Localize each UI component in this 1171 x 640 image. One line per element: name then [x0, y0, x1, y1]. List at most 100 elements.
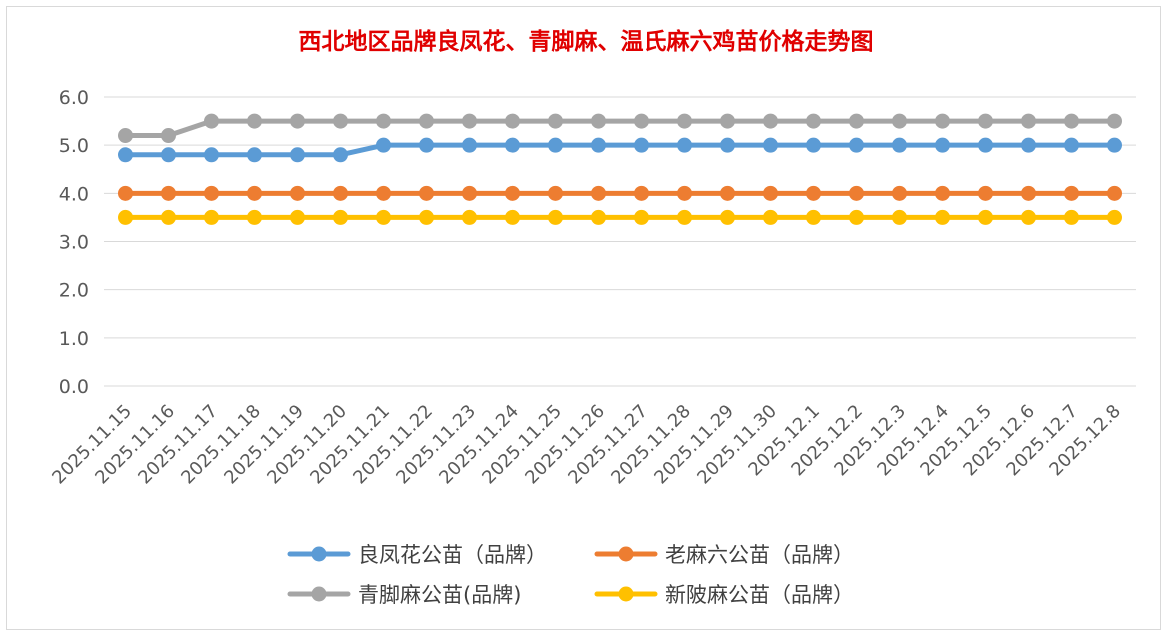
data-point	[677, 209, 692, 225]
data-point	[204, 113, 219, 129]
data-point	[763, 185, 778, 201]
data-point	[161, 128, 176, 144]
data-point	[161, 185, 176, 201]
data-point	[204, 147, 219, 163]
series-2	[118, 113, 1122, 144]
data-point	[720, 185, 735, 201]
data-point	[935, 185, 950, 201]
y-tick-label: 0.0	[59, 376, 89, 398]
data-point	[849, 113, 864, 129]
y-tick-label: 6.0	[59, 87, 89, 109]
data-point	[1064, 113, 1079, 129]
legend-item: 良凤花公苗（品牌）	[287, 543, 547, 567]
data-point	[591, 137, 606, 153]
legend-label: 青脚麻公苗(品牌)	[358, 583, 521, 607]
legend-swatch-marker	[618, 586, 634, 602]
data-point	[849, 137, 864, 153]
data-point	[892, 185, 907, 201]
data-point	[978, 185, 993, 201]
data-point	[1021, 113, 1036, 129]
legend-item: 青脚麻公苗(品牌)	[287, 583, 521, 607]
series-1	[118, 185, 1122, 201]
data-point	[1107, 209, 1122, 225]
data-point	[892, 113, 907, 129]
data-point	[548, 185, 563, 201]
data-point	[419, 185, 434, 201]
data-point	[419, 113, 434, 129]
data-point	[591, 113, 606, 129]
data-point	[935, 113, 950, 129]
series-0	[118, 137, 1122, 163]
data-point	[720, 137, 735, 153]
data-point	[204, 185, 219, 201]
data-point	[935, 209, 950, 225]
data-point	[720, 113, 735, 129]
data-point	[634, 209, 649, 225]
series-line	[123, 118, 1117, 139]
y-tick-label: 5.0	[59, 135, 89, 157]
data-point	[720, 209, 735, 225]
data-point	[505, 113, 520, 129]
data-point	[462, 113, 477, 129]
data-point	[763, 209, 778, 225]
data-point	[806, 209, 821, 225]
data-point	[892, 209, 907, 225]
data-point	[634, 137, 649, 153]
data-point	[290, 147, 305, 163]
legend-item: 新陂麻公苗（品牌）	[594, 583, 854, 607]
data-point	[247, 185, 262, 201]
data-point	[376, 137, 391, 153]
data-point	[505, 137, 520, 153]
data-point	[333, 185, 348, 201]
data-point	[1107, 137, 1122, 153]
data-point	[333, 209, 348, 225]
legend-label: 良凤花公苗（品牌）	[358, 543, 547, 567]
series-layer	[118, 113, 1122, 225]
data-point	[548, 137, 563, 153]
data-point	[978, 113, 993, 129]
data-point	[290, 209, 305, 225]
data-point	[892, 137, 907, 153]
data-point	[1021, 185, 1036, 201]
legend-swatch-marker	[618, 546, 634, 562]
data-point	[462, 137, 477, 153]
data-point	[505, 185, 520, 201]
data-point	[978, 137, 993, 153]
data-point	[806, 185, 821, 201]
data-point	[677, 113, 692, 129]
data-point	[161, 147, 176, 163]
data-point	[1064, 137, 1079, 153]
data-point	[806, 113, 821, 129]
x-axis-ticks: 2025.11.152025.11.162025.11.172025.11.18…	[48, 401, 1125, 489]
chart-title: 西北地区品牌良凤花、青脚麻、温氏麻六鸡苗价格走势图	[299, 28, 874, 55]
data-point	[376, 185, 391, 201]
data-point	[677, 185, 692, 201]
data-point	[634, 113, 649, 129]
y-tick-label: 3.0	[59, 232, 89, 254]
data-point	[548, 113, 563, 129]
y-axis-ticks: 0.0 1.0 2.0 3.0 4.0 5.0 6.0	[59, 87, 89, 398]
data-point	[806, 137, 821, 153]
chart-frame	[6, 6, 1161, 630]
data-point	[247, 209, 262, 225]
data-point	[462, 185, 477, 201]
legend-swatch-marker	[311, 586, 327, 602]
series-line	[123, 142, 1117, 158]
data-point	[419, 209, 434, 225]
y-tick-label: 1.0	[59, 328, 89, 350]
data-point	[1107, 185, 1122, 201]
series-3	[118, 209, 1122, 225]
data-point	[290, 113, 305, 129]
data-point	[118, 185, 133, 201]
data-point	[118, 128, 133, 144]
data-point	[247, 147, 262, 163]
data-point	[376, 209, 391, 225]
data-point	[1064, 185, 1079, 201]
data-point	[376, 113, 391, 129]
data-point	[978, 209, 993, 225]
data-point	[1021, 137, 1036, 153]
legend-label: 老麻六公苗（品牌）	[665, 543, 854, 567]
y-tick-label: 4.0	[59, 183, 89, 205]
data-point	[849, 185, 864, 201]
data-point	[333, 113, 348, 129]
